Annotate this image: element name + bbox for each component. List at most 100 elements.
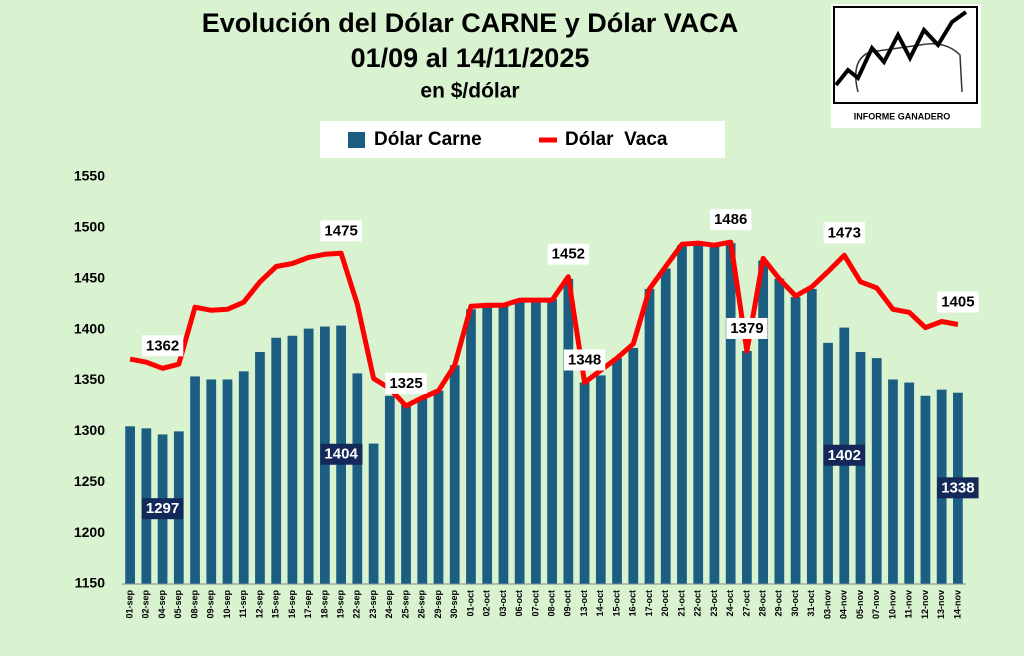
data-label: 1338 xyxy=(937,477,979,499)
bar xyxy=(417,397,428,584)
data-label-text: 1379 xyxy=(730,320,763,337)
x-tick-label: 06-oct xyxy=(514,590,524,617)
bar xyxy=(238,371,249,584)
x-tick-label: 02-sep xyxy=(141,590,151,619)
bar xyxy=(709,245,720,585)
x-tick-label: 12-nov xyxy=(920,590,930,619)
x-tick-label: 11-sep xyxy=(238,590,248,619)
x-tick-label: 17-oct xyxy=(644,590,654,617)
x-tick-label: 13-oct xyxy=(579,590,589,617)
x-tick-label: 23-oct xyxy=(709,590,719,617)
y-tick-label: 1550 xyxy=(74,168,105,184)
x-tick-label: 17-sep xyxy=(303,590,313,619)
data-label: 1475 xyxy=(320,220,362,242)
x-tick-label: 10-nov xyxy=(887,590,897,619)
bar xyxy=(677,245,687,585)
data-label-text: 1348 xyxy=(568,352,601,369)
data-label: 1348 xyxy=(563,349,606,371)
data-label: 1452 xyxy=(547,243,590,265)
y-tick-label: 1350 xyxy=(74,371,105,387)
bar xyxy=(449,365,460,584)
chart-subtitle: 01/09 al 14/11/2025 xyxy=(351,43,590,73)
bar xyxy=(888,379,898,584)
bar xyxy=(644,288,655,584)
bar xyxy=(758,260,768,584)
y-tick-label: 1150 xyxy=(75,575,106,591)
y-tick-label: 1200 xyxy=(74,524,105,540)
y-tick-label: 1450 xyxy=(74,269,105,285)
x-tick-label: 07-nov xyxy=(871,590,881,619)
chart-title: Evolución del Dólar CARNE y Dólar VACA xyxy=(202,8,739,38)
x-tick-label: 05-nov xyxy=(855,590,865,619)
legend-label: Dólar Carne xyxy=(374,129,482,150)
bar xyxy=(920,395,931,584)
data-label-box xyxy=(823,444,865,466)
bar xyxy=(628,347,639,584)
bar xyxy=(612,358,622,584)
data-label-box xyxy=(547,243,590,265)
data-label-box xyxy=(823,222,865,244)
x-tick-label: 04-sep xyxy=(157,590,167,619)
bar xyxy=(401,402,411,584)
data-label-text: 1486 xyxy=(714,211,747,228)
data-label-box xyxy=(385,372,427,394)
x-tick-label: 04-nov xyxy=(839,590,849,619)
x-tick-label: 05-sep xyxy=(173,590,183,619)
logo-cow xyxy=(855,43,963,93)
bar xyxy=(742,350,752,584)
bar xyxy=(482,307,493,584)
y-tick-label: 1400 xyxy=(74,320,105,336)
bar xyxy=(514,301,525,584)
legend-swatch xyxy=(348,132,365,148)
data-label: 1362 xyxy=(141,335,184,357)
data-label-box xyxy=(937,477,979,499)
y-tick-label: 1250 xyxy=(74,473,105,489)
y-tick-label: 1500 xyxy=(74,219,105,235)
line xyxy=(129,239,959,409)
x-tick-label: 31-oct xyxy=(806,590,816,617)
data-label-text: 1362 xyxy=(146,337,179,354)
x-tick-label: 16-oct xyxy=(628,590,638,617)
bar xyxy=(125,426,135,584)
data-label-box xyxy=(141,498,184,520)
x-tick-label: 15-oct xyxy=(611,590,621,617)
data-label-box xyxy=(709,209,752,231)
x-tick-label: 09-sep xyxy=(206,590,216,619)
data-label-box xyxy=(320,443,363,465)
x-tick-label: 14-nov xyxy=(952,590,962,619)
data-label-text: 1475 xyxy=(324,222,357,239)
bar xyxy=(287,335,298,584)
x-tick-label: 24-sep xyxy=(384,590,394,619)
data-label-text: 1325 xyxy=(389,375,422,392)
bar xyxy=(660,268,671,584)
data-label: 1325 xyxy=(385,372,427,394)
bar xyxy=(871,358,882,584)
bar xyxy=(352,373,363,584)
x-tick-label: 07-oct xyxy=(530,590,540,617)
bar xyxy=(547,299,557,584)
data-label-box xyxy=(563,349,606,371)
x-tick-label: 08-oct xyxy=(546,590,556,617)
x-tick-label: 28-oct xyxy=(757,590,767,617)
logo: INFORME GANADERO xyxy=(831,4,981,128)
data-label-text: 1297 xyxy=(146,500,179,517)
logo-trend xyxy=(834,10,968,87)
data-label-box xyxy=(726,317,768,339)
bar xyxy=(206,379,217,584)
x-tick-label: 21-oct xyxy=(676,590,686,617)
data-label-box xyxy=(141,335,184,357)
x-tick-label: 29-sep xyxy=(433,590,443,619)
x-tick-label: 01-oct xyxy=(465,590,475,617)
x-tick-label: 13-nov xyxy=(936,590,946,619)
data-label: 1473 xyxy=(823,222,865,244)
data-label-box xyxy=(320,220,362,242)
data-label-box xyxy=(937,291,979,313)
data-label-text: 1405 xyxy=(941,294,974,311)
data-label-text: 1473 xyxy=(828,224,861,241)
bar xyxy=(790,297,801,584)
x-tick-label: 15-sep xyxy=(271,590,281,619)
x-tick-label: 18-sep xyxy=(319,590,329,619)
x-tick-label: 30-sep xyxy=(449,590,459,619)
x-tick-label: 24-oct xyxy=(725,590,735,617)
